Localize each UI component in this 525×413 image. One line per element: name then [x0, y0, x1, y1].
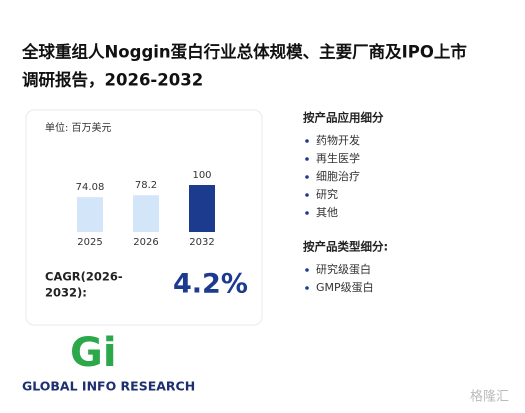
bullet — [305, 286, 309, 290]
watermark: 格隆汇 — [470, 389, 509, 405]
x-tick-label: 2025 — [77, 237, 102, 248]
x-tick-label: 2026 — [133, 237, 158, 248]
segment-item: 研究级蛋白 — [316, 262, 371, 276]
segment-item: 细胞治疗 — [316, 169, 360, 183]
value-label: 74.08 — [76, 182, 105, 193]
logo-mark: Gi — [70, 330, 117, 376]
segment-title: 按产品应用细分 — [303, 111, 384, 125]
segment-item: GMP级蛋白 — [316, 280, 374, 294]
bullet — [305, 211, 309, 215]
segment-item: 再生医学 — [316, 151, 360, 165]
bullet — [305, 175, 309, 179]
x-tick-label: 2032 — [189, 237, 214, 248]
bar — [77, 197, 103, 232]
segment-item: 研究 — [316, 187, 338, 201]
bullet — [305, 193, 309, 197]
cagr-label: 2032): — [45, 286, 87, 300]
value-label: 78.2 — [135, 180, 157, 191]
cagr-value: 4.2% — [173, 269, 248, 300]
title-line: 全球重组人Noggin蛋白行业总体规模、主要厂商及IPO上市 — [21, 42, 467, 62]
bar — [133, 195, 159, 232]
segment-item: 药物开发 — [316, 133, 360, 147]
value-label: 100 — [192, 170, 211, 181]
bullet — [305, 157, 309, 161]
bullet — [305, 268, 309, 272]
segment-title: 按产品类型细分: — [303, 240, 388, 254]
bullet — [305, 139, 309, 143]
bar — [189, 185, 215, 232]
logo-text: GLOBAL INFO RESEARCH — [22, 379, 195, 394]
unit: 单位: 百万美元 — [45, 121, 112, 134]
title-line: 调研报告，2026-2032 — [22, 70, 203, 90]
segment-item: 其他 — [316, 206, 338, 219]
cagr-label: CAGR(2026- — [45, 270, 123, 284]
